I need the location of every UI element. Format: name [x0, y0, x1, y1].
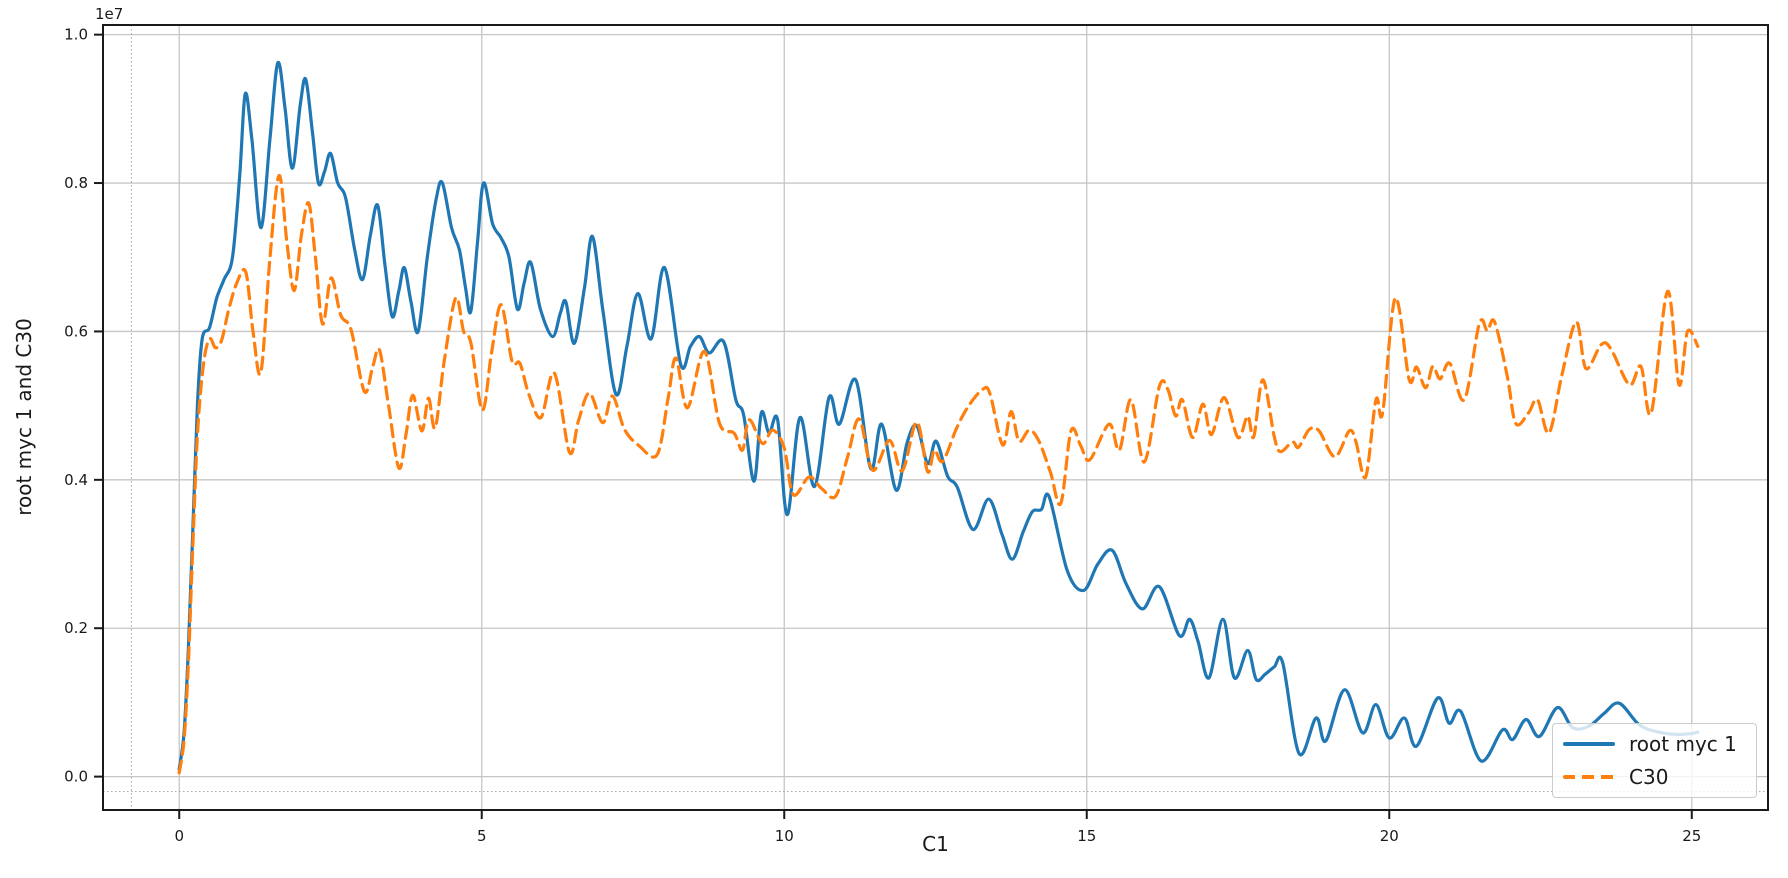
solid-line-sample-icon — [1563, 742, 1615, 746]
series-line-root-myc-1 — [177, 61, 1700, 771]
y-tick-label: 0.6 — [64, 322, 88, 340]
x-tick-label: 0 — [174, 827, 184, 845]
y-tick-label: 1.0 — [64, 26, 88, 44]
dashed-line-sample-icon — [1563, 775, 1615, 779]
y-tick-label: 0.8 — [64, 174, 88, 192]
legend-label: C30 — [1629, 765, 1669, 789]
y-tick-label: 0.4 — [64, 471, 88, 489]
x-tick-label: 5 — [477, 827, 487, 845]
axes-spines — [102, 24, 1769, 811]
series-line-c30 — [177, 173, 1700, 775]
x-axis-label: C1 — [922, 832, 949, 856]
legend-item-root-myc-1: root myc 1 — [1563, 731, 1746, 757]
y-tick-label: 0.0 — [64, 768, 88, 786]
x-tick-label: 10 — [775, 827, 794, 845]
legend-item-c30: C30 — [1563, 764, 1746, 790]
y-tick-label: 0.2 — [64, 619, 88, 637]
legend-label: root myc 1 — [1629, 732, 1737, 756]
x-tick-label: 20 — [1380, 827, 1399, 845]
y-axis-offset-text: 1e7 — [95, 5, 124, 23]
y-axis-label: root myc 1 and C30 — [12, 318, 36, 516]
x-tick-label: 25 — [1682, 827, 1701, 845]
legend: root myc 1 C30 — [1552, 723, 1757, 798]
x-tick-label: 15 — [1077, 827, 1096, 845]
